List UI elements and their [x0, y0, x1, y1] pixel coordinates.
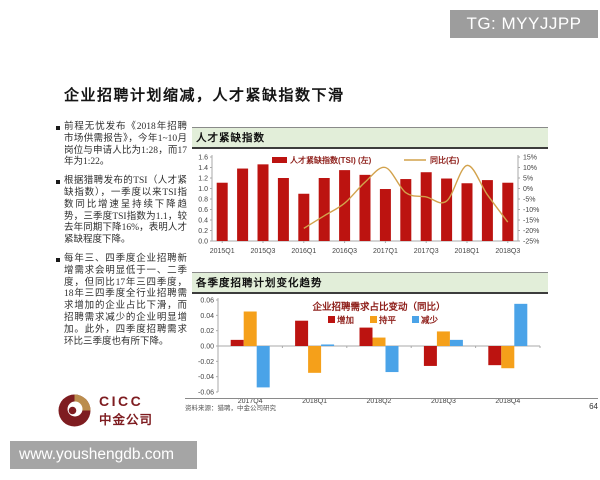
website-watermark-bar: www.youshengdb.com: [10, 441, 197, 469]
svg-text:-0.06: -0.06: [198, 390, 214, 397]
svg-text:0.04: 0.04: [200, 313, 214, 320]
svg-text:-25%: -25%: [523, 239, 539, 246]
svg-text:0.02: 0.02: [200, 328, 214, 335]
svg-text:企业招聘需求占比变动（同比）: 企业招聘需求占比变动（同比）: [311, 301, 445, 313]
svg-text:2015Q3: 2015Q3: [251, 248, 276, 255]
svg-text:2018Q1: 2018Q1: [302, 398, 327, 405]
svg-text:0.8: 0.8: [198, 197, 208, 204]
svg-text:0.06: 0.06: [200, 298, 214, 305]
yoy-line: [303, 164, 509, 229]
svg-text:2018Q3: 2018Q3: [431, 398, 456, 405]
source-note: 资料来源：猎聘，中金公司研究: [185, 405, 276, 412]
svg-text:2016Q3: 2016Q3: [332, 248, 357, 255]
bullet-text: 根据猎聘发布的TSI（人才紧缺指数），一季度以来TSI指数同比增速呈持续下降趋势…: [64, 176, 187, 246]
bullet-square-icon: [56, 126, 60, 130]
svg-text:5%: 5%: [523, 176, 533, 183]
svg-text:1.4: 1.4: [198, 165, 208, 172]
svg-text:2016Q1: 2016Q1: [291, 248, 316, 255]
svg-text:15%: 15%: [523, 155, 537, 162]
bullet-text: 前程无忧发布《2018年招聘市场供需报告》，今年1~10月岗位与申请人比为1:2…: [64, 122, 187, 168]
svg-text:人才紧缺指数(TSI) (左): 人才紧缺指数(TSI) (左): [290, 155, 372, 165]
page-number: 64: [589, 402, 598, 411]
svg-text:同比(右): 同比(右): [430, 155, 460, 165]
bullet-item: 每年三、四季度企业招聘新增需求会明显低于一、二季度，但同比17年三四季度，18年…: [56, 254, 187, 348]
bullet-square-icon: [56, 257, 60, 262]
svg-text:2018Q2: 2018Q2: [367, 398, 392, 405]
telegram-watermark-badge: TG: MYYJJPP: [450, 10, 598, 38]
grouped-bars: 2017Q4 2018Q1 2018Q2 2018Q3 2018Q4: [230, 303, 528, 405]
svg-text:2017Q1: 2017Q1: [373, 248, 398, 255]
tsi-chart-panel: 人才紧缺指数 1.6 1.4 1.2 1.0 0.8 0.6 0.4 0.2 0.0 15% 10%…: [192, 127, 548, 267]
svg-text:-0.02: -0.02: [198, 359, 214, 366]
svg-text:1.0: 1.0: [198, 186, 208, 193]
footer-row: 资料来源：猎聘，中金公司研究 64: [185, 398, 598, 412]
svg-text:-0.04: -0.04: [198, 374, 214, 381]
svg-text:-15%: -15%: [523, 218, 539, 225]
svg-text:0.6: 0.6: [198, 207, 208, 214]
cicc-logo-en: CICC: [99, 392, 144, 409]
svg-text:2017Q3: 2017Q3: [414, 248, 439, 255]
svg-text:0.00: 0.00: [200, 344, 214, 351]
x-tick-labels: 2015Q1 2015Q3 2016Q1 2016Q3 2017Q1 2017Q3 2018…: [210, 241, 520, 255]
svg-text:0%: 0%: [523, 186, 533, 193]
cicc-logo: CICC 中金公司: [57, 393, 153, 428]
bullet-text: 每年三、四季度企业招聘新增需求会明显低于一、二季度，但同比17年三四季度，18年…: [64, 253, 187, 347]
svg-text:0.2: 0.2: [198, 228, 208, 235]
bullet-square-icon: [56, 180, 60, 185]
hiring-plan-chart-panel: 各季度招聘计划变化趋势 0.06 0.04 0.02 0.00 -0.02 -0.04 -0…: [192, 272, 548, 406]
svg-text:2018Q4: 2018Q4: [495, 398, 520, 405]
svg-text:增加: 增加: [337, 315, 354, 325]
cicc-logo-cn: 中金公司: [99, 412, 154, 427]
bullet-item: 根据猎聘发布的TSI（人才紧缺指数），一季度以来TSI指数同比增速呈持续下降趋势…: [56, 176, 187, 247]
tsi-panel-title: 人才紧缺指数: [192, 127, 548, 149]
svg-text:1.2: 1.2: [198, 176, 208, 183]
hiring-plan-panel-title: 各季度招聘计划变化趋势: [192, 272, 548, 294]
legend: 增加 持平 减少: [328, 315, 439, 325]
cicc-logo-mark-icon: [58, 394, 91, 427]
svg-text:-20%: -20%: [523, 228, 539, 235]
svg-text:减少: 减少: [421, 315, 439, 325]
svg-text:0.0: 0.0: [198, 239, 208, 246]
svg-text:10%: 10%: [523, 165, 537, 172]
svg-text:2015Q1: 2015Q1: [210, 248, 235, 255]
tsi-bars: [216, 164, 514, 241]
bullet-item: 前程无忧发布《2018年招聘市场供需报告》，今年1~10月岗位与申请人比为1:2…: [56, 122, 187, 169]
cicc-logo-text: CICC 中金公司: [99, 392, 154, 428]
svg-text:-10%: -10%: [523, 207, 539, 214]
tsi-bar-line-chart: 1.6 1.4 1.2 1.0 0.8 0.6 0.4 0.2 0.0 15% 10% 5% 0% -5%…: [198, 155, 539, 256]
svg-text:2018Q1: 2018Q1: [455, 248, 480, 255]
charts-column: 人才紧缺指数 1.6 1.4 1.2 1.0 0.8 0.6 0.4 0.2 0.0 15% 10%…: [192, 127, 548, 406]
svg-text:0.4: 0.4: [198, 218, 208, 225]
svg-text:持平: 持平: [379, 315, 397, 325]
bullet-list: 前程无忧发布《2018年招聘市场供需报告》，今年1~10月岗位与申请人比为1:2…: [56, 122, 187, 348]
svg-text:-5%: -5%: [523, 197, 535, 204]
svg-text:2017Q4: 2017Q4: [238, 398, 263, 405]
page-title: 企业招聘计划缩减，人才紧缺指数下滑: [64, 88, 345, 104]
legend: 人才紧缺指数(TSI) (左) 同比(右): [272, 155, 460, 165]
svg-text:2018Q3: 2018Q3: [495, 248, 520, 255]
svg-text:1.6: 1.6: [198, 155, 208, 162]
